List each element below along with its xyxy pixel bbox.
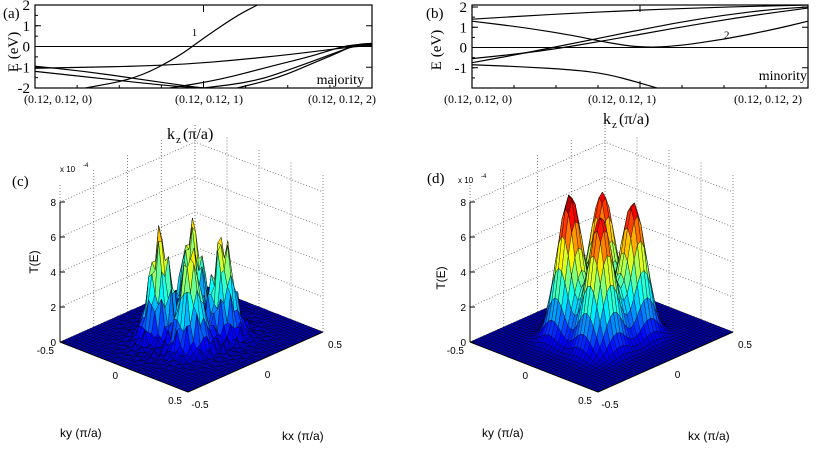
band-annotation-b: 2 <box>724 29 730 41</box>
grid-line-z-d <box>469 141 734 203</box>
y-axis-label-b: E (eV) <box>429 30 445 70</box>
x-axis-label-sub-a: z <box>176 134 181 146</box>
band-structure-panel-majority: (a) E (eV) k z (π/a) majority 1 -2 -1 0 1 2 (… <box>3 0 376 146</box>
band-line-a-band-6 <box>237 42 372 88</box>
z-axis-label-c: T(E) <box>27 250 41 273</box>
transmission-surface-majority: (c) x 10 -4 T(E) ky (π/a) kx (π/a) 0 2 4 6 8… <box>12 124 342 443</box>
y-tick-label-b: 2 <box>460 0 468 16</box>
ky-tick-label-d: 0 <box>522 371 528 382</box>
kx-axis-d <box>597 331 734 393</box>
ky-axis-c <box>59 341 189 393</box>
z-axis-label-d: T(E) <box>434 266 448 289</box>
scale-label-d: x 10 <box>458 176 474 185</box>
scale-label-c: x 10 <box>60 165 76 174</box>
kx-tick-label-c: 0.5 <box>328 340 342 351</box>
x-tick-label-b: (0.12, 0.12, 0) <box>444 92 512 106</box>
panel-label-d: (d) <box>427 171 445 187</box>
y-tick-label-a: -1 <box>18 60 31 76</box>
surface-mesh-c <box>59 217 324 393</box>
y-tick-label-b: 0 <box>460 41 468 57</box>
transmission-surface-minority: (d) x 10 -4 T(E) ky (π/a) kx (π/a) 0 2 4 6 8… <box>427 124 752 443</box>
kx-tick-label-c: 0 <box>265 370 271 381</box>
z-tick-label-d: 6 <box>460 233 466 244</box>
band-structure-panel-minority: (b) E (eV) k z (π/a) minority 2 -1 0 1 2 (0.… <box>426 0 809 131</box>
z-tick-label-c: 6 <box>50 233 56 244</box>
y-axis-label-a: E (eV) <box>6 32 22 72</box>
z-tick-label-c: 4 <box>50 268 56 279</box>
ky-axis-label-c: ky (π/a) <box>60 426 102 440</box>
z-tick-label-c: 0 <box>50 338 56 349</box>
band-annotation-a: 1 <box>192 27 198 39</box>
x-axis-unit-a: (π/a) <box>183 126 213 143</box>
x-tick-label-b: (0.12, 0.12, 1) <box>588 92 656 106</box>
ky-tick-label-c: -0.5 <box>37 346 55 357</box>
spin-label-majority: majority <box>317 73 364 88</box>
y-tick-label-a: 0 <box>23 40 31 56</box>
panel-label-a: (a) <box>3 6 20 22</box>
scale-exponent-c: -4 <box>83 163 89 169</box>
panel-label-b: (b) <box>426 6 444 22</box>
z-tick-label-d: 8 <box>460 198 466 209</box>
x-tick-label-a: (0.12, 0.12, 0) <box>24 92 92 106</box>
x-tick-label-a: (0.12, 0.12, 2) <box>308 92 376 106</box>
kx-tick-label-c: -0.5 <box>191 400 209 411</box>
kx-axis-c <box>187 331 324 393</box>
spin-label-minority: minority <box>759 69 807 84</box>
x-axis-label-b: k <box>603 111 611 128</box>
z-tick-label-d: 2 <box>460 303 466 314</box>
band-line-b-band-2 <box>472 6 808 64</box>
y-tick-label-a: 1 <box>23 19 31 35</box>
band-line-a-band-2 <box>35 65 204 88</box>
band-line-a-band-7 <box>203 43 372 88</box>
x-axis-label-sub-b: z <box>612 119 617 131</box>
ky-tick-label-c: 0 <box>112 371 118 382</box>
z-tick-label-d: 0 <box>460 338 466 349</box>
band-line-a-band-1 <box>85 5 258 88</box>
bands-b <box>472 5 808 88</box>
band-line-b-band-1 <box>472 20 808 48</box>
ky-axis-d <box>469 341 599 393</box>
z-tick-label-c: 2 <box>50 303 56 314</box>
kx-tick-label-d: -0.5 <box>601 400 619 411</box>
z-tick-label-d: 4 <box>460 268 466 279</box>
y-tick-label-a: 2 <box>23 0 31 14</box>
scale-exponent-d: -4 <box>481 174 487 180</box>
kx-axis-label-d: kx (π/a) <box>688 429 730 443</box>
band-line-b-band-5 <box>472 64 657 88</box>
y-tick-label-b: -1 <box>455 61 468 77</box>
x-axis-label-a: k <box>167 126 175 143</box>
ky-tick-label-d: 0.5 <box>578 396 592 407</box>
band-line-b-band-3 <box>472 7 808 60</box>
band-line-a-band-3 <box>35 44 372 69</box>
x-axis-unit-b: (π/a) <box>619 111 649 128</box>
kx-tick-label-d: 0 <box>675 370 681 381</box>
panel-label-c: (c) <box>12 174 29 190</box>
x-tick-label-b: (0.12, 0.12, 2) <box>734 92 802 106</box>
ky-tick-label-c: 0.5 <box>168 396 182 407</box>
grid-line-z-c <box>59 141 324 203</box>
z-tick-label-c: 8 <box>50 198 56 209</box>
kx-tick-label-d: 0.5 <box>738 340 752 351</box>
ky-axis-label-d: ky (π/a) <box>482 426 524 440</box>
kx-axis-label-c: kx (π/a) <box>282 429 324 443</box>
ky-tick-label-d: -0.5 <box>447 346 465 357</box>
y-tick-label-a: -2 <box>18 81 31 97</box>
x-tick-label-a: (0.12, 0.12, 1) <box>175 92 243 106</box>
y-tick-label-b: 1 <box>460 20 468 36</box>
surface-mesh-d <box>469 191 734 393</box>
